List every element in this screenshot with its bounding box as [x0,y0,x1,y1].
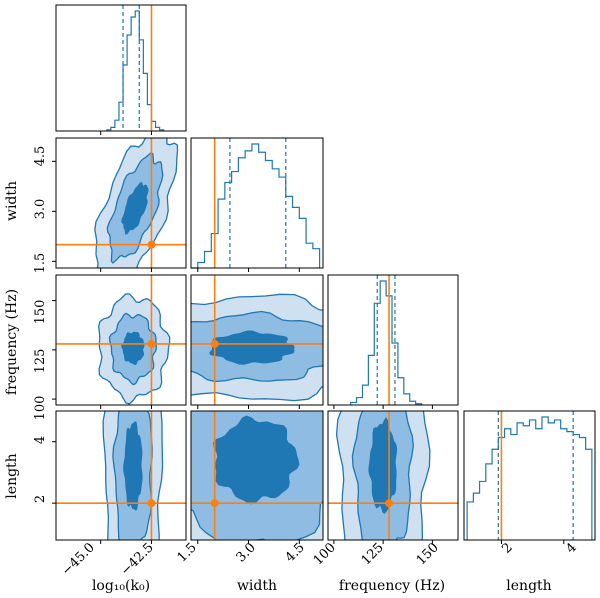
contour-group [191,293,323,402]
contour-group [94,138,179,268]
y-tick-label: 100 [33,396,48,421]
y-tick-label: 1.5 [33,253,48,274]
y-axis-label: width [4,181,20,221]
x-tick-label: 100 [311,540,339,568]
truth-marker [147,240,156,249]
x-axis-label: width [237,578,277,594]
y-tick-label: 125 [33,349,48,374]
y-tick-label: 3.0 [33,199,48,220]
x-tick-label: 2 [499,540,515,556]
panel-frame [55,410,187,541]
contour-group [191,411,323,540]
panel-frame [463,410,596,541]
contour-inner [121,181,149,235]
panel-frame [55,4,187,132]
panel-frame [190,410,324,541]
truth-marker [147,499,156,508]
panel-frame [327,274,459,406]
x-tick-label: 125 [359,540,387,568]
y-tick-label: 2 [33,495,48,503]
y-tick-label: 4 [33,436,48,444]
contour-inner [209,330,295,365]
panel-frame [190,274,324,406]
x-tick-label: 1.5 [175,540,200,565]
contour-inner [213,415,300,505]
truth-marker [210,499,219,508]
truth-marker [147,339,156,348]
panel-frame [327,410,459,541]
x-tick-label: 4 [563,540,579,556]
y-tick-label: 4.5 [33,146,48,167]
truth-marker [210,339,219,348]
x-tick-label: −42.5 [118,540,157,579]
truth-marker [385,499,394,508]
contour-inner [121,331,145,366]
x-tick-label: 3.0 [234,540,259,565]
panel-frame [190,137,324,269]
panel-frame [55,274,187,406]
x-tick-label: 4.5 [283,540,308,565]
histogram-step-log10_k0 [106,10,165,131]
contour-group [98,293,171,405]
contour-group [102,411,164,540]
y-tick-label: 150 [33,300,48,325]
x-axis-label: frequency (Hz) [339,578,445,594]
y-axis-label: frequency (Hz) [4,289,20,395]
x-tick-label: 150 [414,540,442,568]
x-tick-label: −45.0 [59,540,98,579]
y-axis-label: length [4,453,20,498]
panel-frame [55,137,187,269]
x-axis-label: log₁₀(k₀) [92,578,150,594]
histogram-step-frequency [350,280,423,405]
histogram-step-width [191,143,321,269]
x-axis-label: length [506,578,551,594]
